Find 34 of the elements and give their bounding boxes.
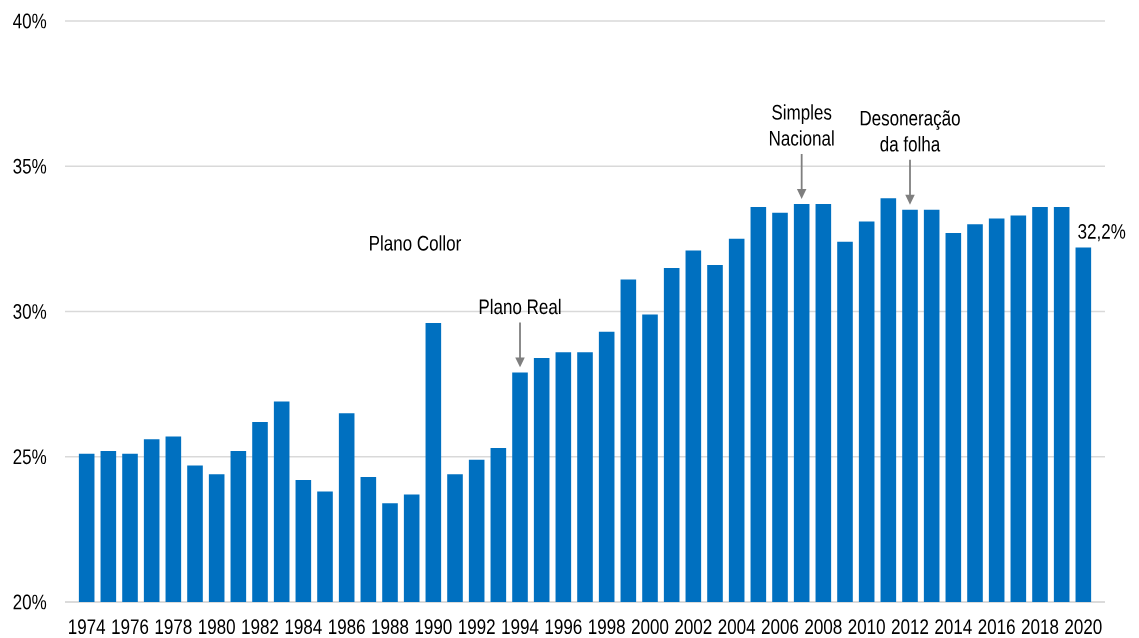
- y-tick-label: 40%: [13, 13, 47, 29]
- annotation: Plano Collor: [370, 235, 461, 251]
- x-tick-label: 2002: [675, 619, 712, 635]
- y-tick-label: 25%: [13, 449, 47, 465]
- x-tick-label: 1978: [155, 619, 192, 635]
- y-tick-label: 20%: [13, 594, 47, 610]
- data-label: 32,2%: [1078, 223, 1126, 242]
- x-tick-label: 2000: [631, 619, 669, 635]
- x-tick-label: 1998: [589, 619, 625, 635]
- x-tick-label: 1976: [112, 619, 149, 635]
- y-tick-label: 30%: [13, 304, 47, 319]
- annotation: Simples Nacional: [769, 104, 834, 146]
- x-tick-label: 2004: [718, 619, 756, 635]
- x-tick-label: 2018: [1021, 619, 1059, 635]
- x-tick-label: 1988: [372, 619, 409, 635]
- x-tick-label: 1974: [69, 619, 106, 635]
- x-tick-label: 2008: [805, 619, 842, 635]
- x-tick-label: 2020: [1065, 619, 1102, 635]
- x-tick-label: 2014: [935, 619, 972, 635]
- x-tick-label: 2012: [891, 619, 929, 635]
- x-tick-label: 1980: [199, 619, 235, 635]
- x-tick-label: 2016: [978, 619, 1015, 635]
- x-tick-label: 2010: [848, 619, 885, 635]
- x-tick-label: 1996: [545, 619, 582, 635]
- annotation: Plano Real: [479, 298, 561, 315]
- y-tick-label: 35%: [13, 158, 47, 174]
- annotation: Desoneração da folha: [860, 110, 960, 152]
- x-tick-label: 2006: [761, 619, 799, 635]
- x-tick-label: 1986: [329, 619, 365, 635]
- x-tick-label: 1984: [285, 619, 322, 635]
- x-tick-label: 1990: [415, 619, 452, 635]
- x-tick-label: 1992: [459, 619, 495, 635]
- x-tick-label: 1994: [502, 619, 539, 635]
- x-tick-label: 1982: [242, 619, 279, 635]
